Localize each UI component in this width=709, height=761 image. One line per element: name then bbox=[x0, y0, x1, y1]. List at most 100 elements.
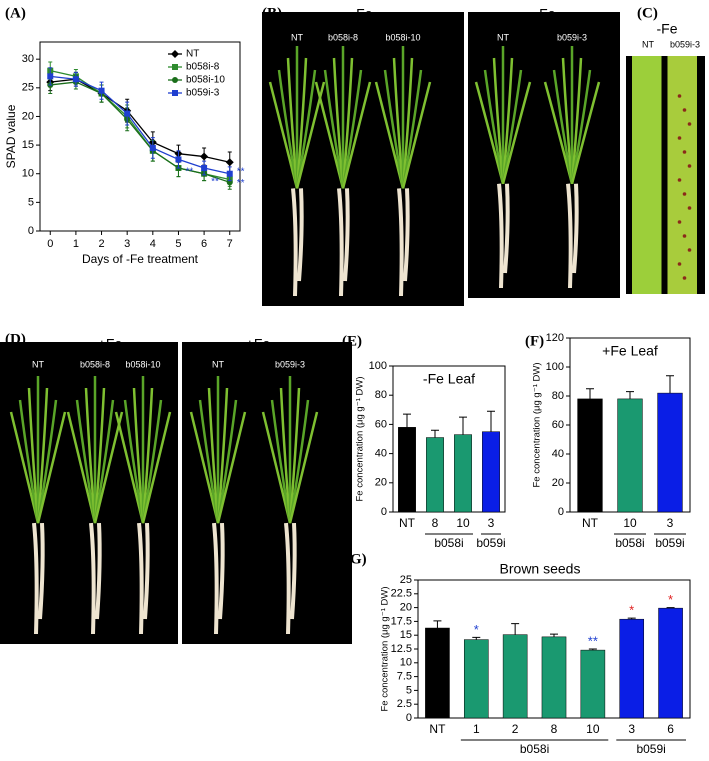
bar bbox=[425, 627, 450, 719]
marker bbox=[172, 64, 178, 70]
group-label: b058i bbox=[615, 536, 644, 550]
root bbox=[497, 183, 510, 289]
x-tick-label: 8 bbox=[551, 722, 558, 736]
leaf bbox=[392, 57, 405, 189]
y-tick-label: 15 bbox=[400, 629, 412, 641]
group-label: b059i bbox=[655, 536, 684, 550]
y-tick-label: 40 bbox=[552, 448, 564, 460]
photo-label: NT bbox=[642, 39, 654, 49]
y-tick-label: 22.5 bbox=[391, 588, 412, 600]
x-tick-label: 10 bbox=[456, 516, 470, 530]
root bbox=[566, 183, 579, 289]
bar bbox=[482, 431, 500, 513]
photo-label: b058i-10 bbox=[385, 32, 420, 42]
chart-title: +Fe Leaf bbox=[602, 343, 658, 359]
photo-label: b059i-3 bbox=[275, 359, 305, 369]
x-tick-label: NT bbox=[582, 516, 599, 530]
y-tick-label: 30 bbox=[22, 53, 34, 65]
x-tick-label: 1 bbox=[73, 238, 79, 250]
bar bbox=[577, 398, 603, 513]
leaf bbox=[270, 399, 292, 524]
leaf bbox=[288, 411, 319, 524]
leaf bbox=[216, 387, 229, 524]
group-label: b059i bbox=[476, 536, 505, 550]
error-bar bbox=[487, 410, 495, 432]
photo-label: b058i-10 bbox=[125, 359, 160, 369]
lesion bbox=[677, 94, 682, 98]
marker bbox=[171, 50, 179, 58]
lesion bbox=[682, 150, 687, 154]
lesion bbox=[682, 192, 687, 196]
photo-label: NT bbox=[32, 359, 44, 369]
y-tick-label: 0 bbox=[28, 225, 34, 237]
x-tick-label: NT bbox=[429, 722, 446, 736]
leaf bbox=[288, 399, 310, 524]
y-axis-label: Fe concentration (μg g⁻¹ DW) bbox=[532, 362, 543, 487]
photo-label: b059i-3 bbox=[670, 39, 700, 49]
x-tick-label: 3 bbox=[628, 722, 635, 736]
error-bar bbox=[459, 416, 467, 435]
lesion bbox=[677, 178, 682, 182]
leaf bbox=[332, 57, 345, 189]
error-bar bbox=[472, 636, 481, 640]
lesion bbox=[687, 164, 692, 168]
annotation: * bbox=[629, 603, 634, 618]
marker bbox=[124, 110, 131, 117]
leaf bbox=[141, 387, 154, 524]
photo-label: b059i-3 bbox=[557, 32, 587, 42]
marker bbox=[72, 76, 79, 83]
lesion bbox=[687, 122, 692, 126]
y-tick-label: 7.5 bbox=[397, 671, 412, 683]
leaf-blade bbox=[667, 56, 697, 294]
marker bbox=[226, 170, 233, 177]
x-tick-label: 10 bbox=[623, 516, 637, 530]
y-tick-label: 20 bbox=[400, 602, 412, 614]
annotation: ** bbox=[237, 178, 245, 189]
photo-header: -Fe bbox=[657, 21, 678, 37]
lesion bbox=[687, 206, 692, 210]
y-tick-label: 2.5 bbox=[397, 698, 412, 710]
x-tick-label: 6 bbox=[201, 238, 207, 250]
chart-title: Brown seeds bbox=[500, 561, 581, 577]
y-tick-label: 60 bbox=[375, 418, 387, 430]
annotation: ** bbox=[211, 176, 219, 187]
y-tick-label: 25 bbox=[22, 82, 34, 94]
legend-label: b058i-8 bbox=[186, 62, 220, 73]
bar bbox=[619, 618, 645, 719]
annotation: ** bbox=[588, 633, 598, 648]
marker bbox=[172, 90, 178, 96]
y-tick-label: 80 bbox=[375, 389, 387, 401]
y-tick-label: 100 bbox=[369, 360, 387, 372]
leaf bbox=[341, 81, 372, 189]
leaf bbox=[216, 411, 247, 524]
x-tick-label: 2 bbox=[98, 238, 104, 250]
error-bar bbox=[431, 429, 439, 438]
y-tick-label: 25 bbox=[400, 574, 412, 586]
leaf bbox=[207, 387, 220, 524]
panel-label: (A) bbox=[5, 5, 26, 21]
y-axis-label: SPAD value bbox=[4, 104, 18, 168]
leaf bbox=[93, 387, 106, 524]
leaf bbox=[295, 57, 308, 189]
bar bbox=[454, 434, 472, 513]
lesion bbox=[682, 108, 687, 112]
leaf bbox=[141, 399, 163, 524]
root bbox=[291, 188, 304, 297]
leaf bbox=[93, 411, 124, 524]
leaf bbox=[279, 387, 292, 524]
photo-label: NT bbox=[497, 32, 509, 42]
error-bar bbox=[666, 607, 675, 609]
root bbox=[284, 522, 297, 635]
y-tick-label: 100 bbox=[546, 361, 564, 373]
y-tick-label: 20 bbox=[375, 477, 387, 489]
photo-label: NT bbox=[212, 359, 224, 369]
y-tick-label: 40 bbox=[375, 448, 387, 460]
error-bar bbox=[627, 617, 636, 620]
leaf bbox=[288, 387, 301, 524]
photo-label: NT bbox=[291, 32, 303, 42]
y-tick-label: 0 bbox=[406, 712, 412, 724]
leaf bbox=[123, 399, 145, 524]
y-axis-label: Fe concentration (μg g⁻¹ DW) bbox=[380, 586, 391, 711]
y-tick-label: 5 bbox=[28, 196, 34, 208]
